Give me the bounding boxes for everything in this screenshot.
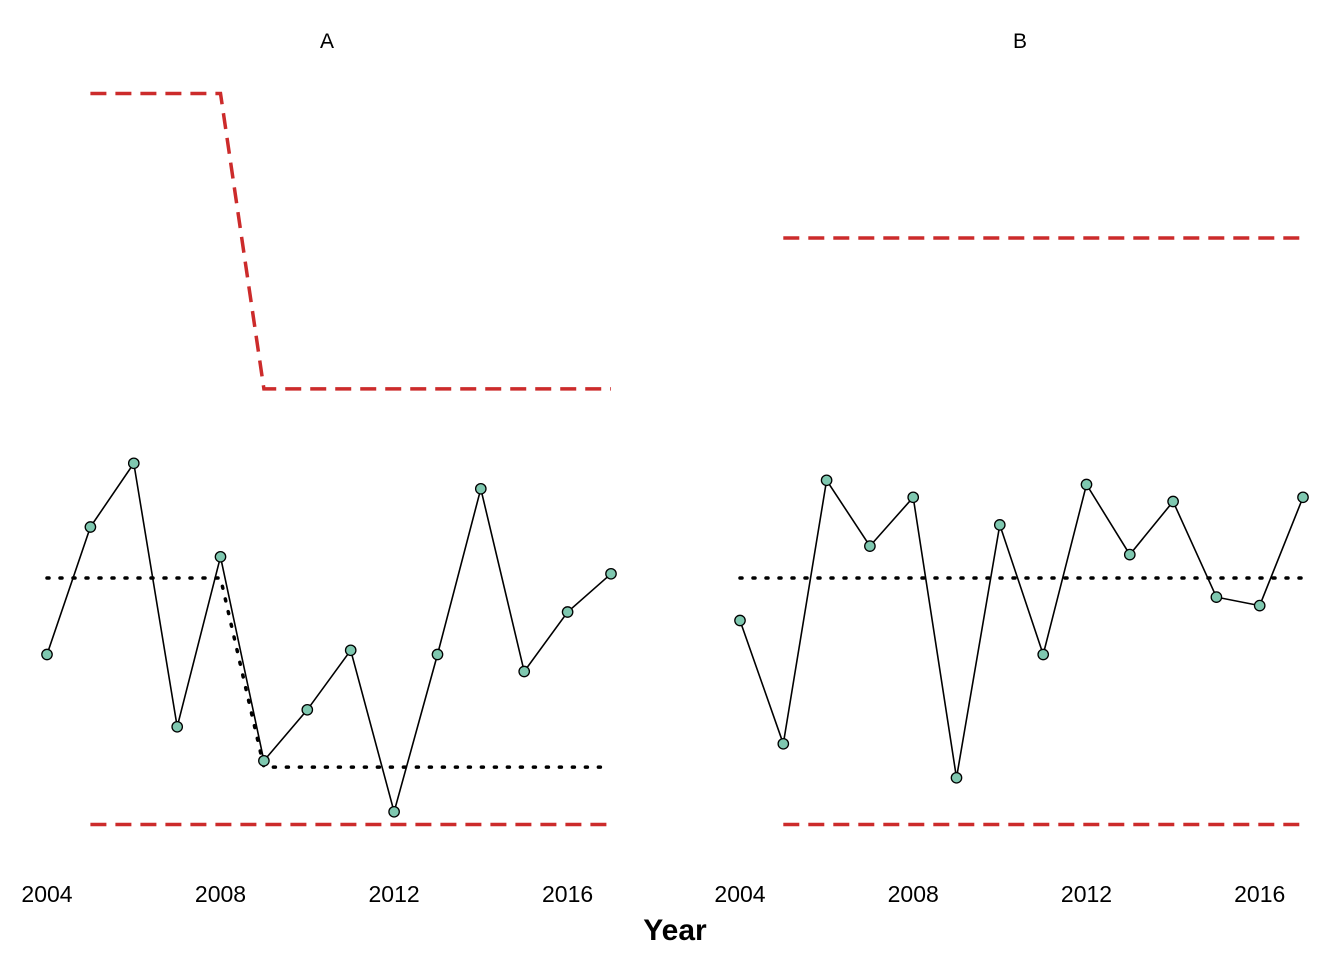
x-tick-label: 2004 (714, 881, 765, 907)
data-point (1080, 478, 1093, 491)
series-line (739, 478, 1304, 778)
data-point (820, 474, 833, 487)
data-point (344, 644, 357, 657)
data-point (907, 491, 920, 504)
panel-title: A (320, 30, 334, 53)
data-point (258, 754, 270, 767)
data-point (518, 665, 531, 678)
data-point (561, 606, 574, 618)
data-point (84, 521, 97, 533)
data-point (41, 648, 53, 661)
data-point (1297, 491, 1309, 504)
data-point (993, 519, 1006, 531)
data-point (1123, 548, 1136, 561)
data-point (734, 614, 746, 627)
data-point (1210, 591, 1223, 603)
series-line (46, 461, 612, 815)
x-tick-label: 2008 (888, 881, 939, 907)
data-point (388, 805, 400, 818)
panel-title: B (1013, 30, 1027, 53)
data-point (431, 648, 444, 661)
data-point (864, 540, 876, 552)
x-tick-label: 2016 (542, 881, 593, 907)
data-point (1037, 648, 1050, 661)
data-point (605, 567, 617, 580)
x-tick-label: 2008 (195, 881, 246, 907)
x-tick-label: 2004 (21, 881, 72, 907)
x-axis-label: Year (643, 914, 707, 947)
data-point (1253, 599, 1266, 612)
data-point (171, 720, 184, 733)
x-tick-label: 2012 (369, 881, 420, 907)
data-point (950, 771, 963, 784)
data-point (777, 737, 790, 750)
panel-b: B 2004 2008 2012 2016 (714, 30, 1309, 907)
panel-a: A 2004 2008 2012 2016 (21, 30, 617, 907)
data-point (1167, 495, 1179, 508)
data-point (474, 482, 487, 495)
upper-control-limit (90, 91, 611, 391)
x-tick-label: 2016 (1234, 881, 1285, 907)
data-point (127, 457, 140, 470)
data-point (214, 550, 227, 563)
data-point (301, 703, 314, 716)
x-tick-label: 2012 (1061, 881, 1112, 907)
